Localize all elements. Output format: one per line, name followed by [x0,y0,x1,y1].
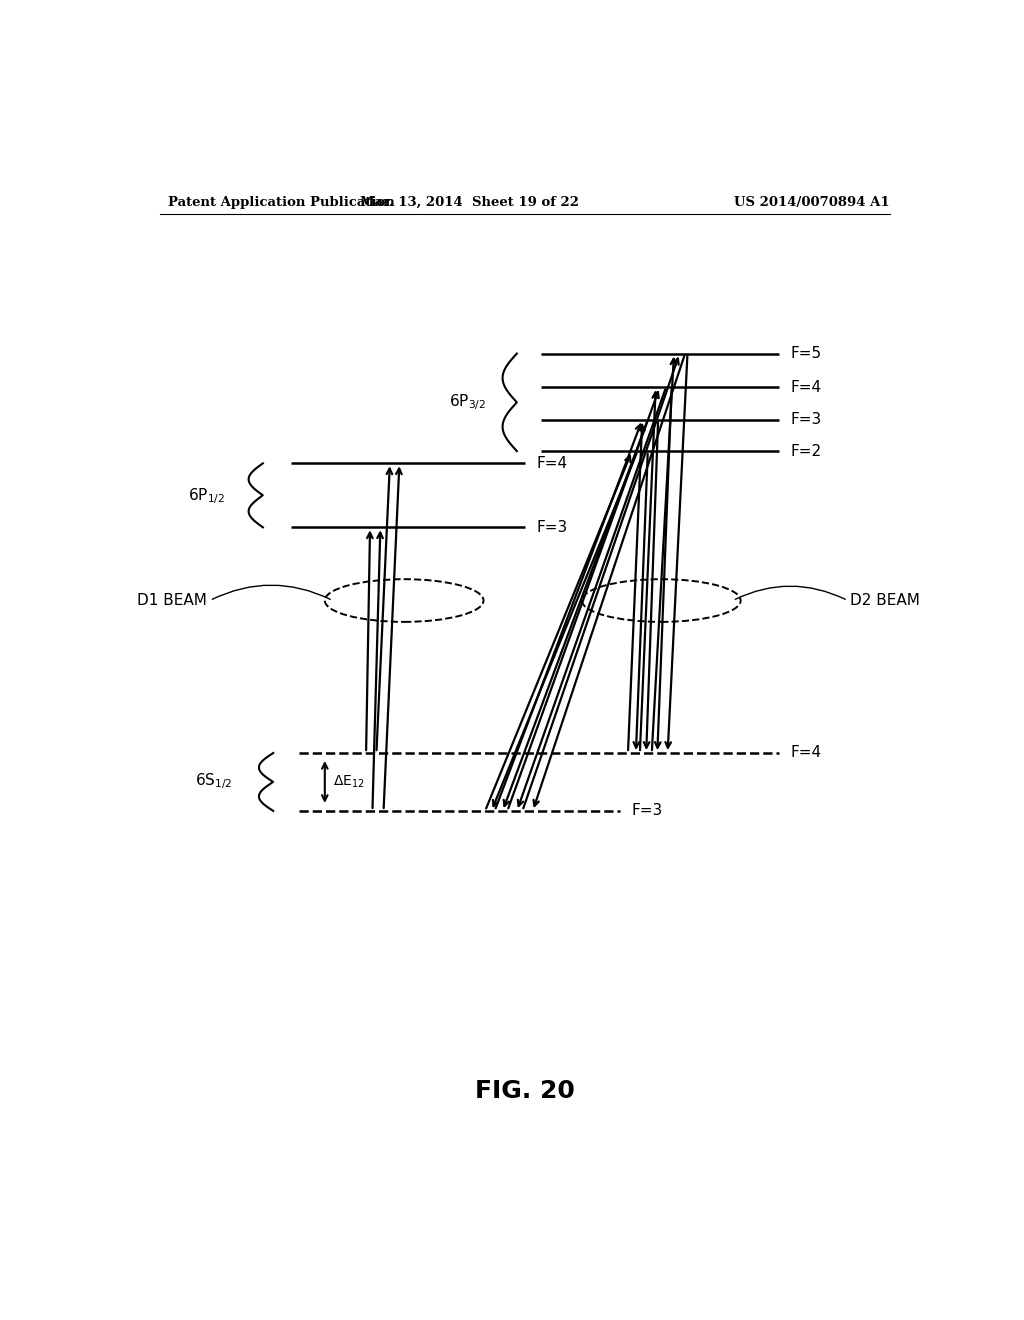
Text: US 2014/0070894 A1: US 2014/0070894 A1 [734,195,890,209]
Text: F=2: F=2 [791,444,822,458]
Text: F=3: F=3 [537,520,568,535]
Text: Patent Application Publication: Patent Application Publication [168,195,394,209]
Text: FIG. 20: FIG. 20 [475,1080,574,1104]
Text: $\Delta$E$_{12}$: $\Delta$E$_{12}$ [333,774,365,789]
Text: 6S$_{1/2}$: 6S$_{1/2}$ [196,771,232,792]
Text: 6P$_{3/2}$: 6P$_{3/2}$ [450,392,486,412]
Text: D2 BEAM: D2 BEAM [850,593,920,609]
Text: F=5: F=5 [791,346,822,362]
Text: F=4: F=4 [791,380,822,395]
Text: F=3: F=3 [632,804,664,818]
Text: F=4: F=4 [791,746,822,760]
Text: D1 BEAM: D1 BEAM [137,593,207,609]
Text: Mar. 13, 2014  Sheet 19 of 22: Mar. 13, 2014 Sheet 19 of 22 [359,195,579,209]
Text: 6P$_{1/2}$: 6P$_{1/2}$ [187,486,224,506]
Text: F=4: F=4 [537,455,568,471]
Text: F=3: F=3 [791,412,822,428]
